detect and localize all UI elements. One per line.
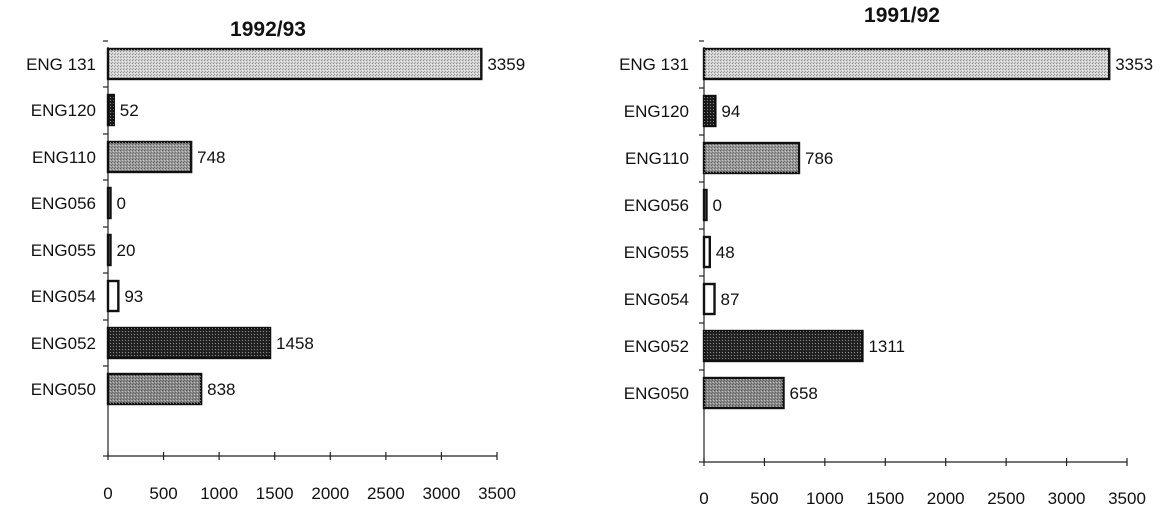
category-label: ENG 131 [619, 55, 689, 74]
data-label: 1458 [276, 334, 314, 353]
bar [702, 235, 712, 269]
data-label: 658 [790, 384, 818, 403]
data-label: 1311 [868, 337, 905, 356]
x-tick-label: 2000 [311, 484, 349, 503]
category-label: ENG120 [31, 101, 96, 120]
category-label: ENG056 [31, 194, 96, 213]
data-label: 0 [117, 194, 126, 213]
x-tick-label: 1000 [806, 489, 844, 508]
x-tick-label: 3000 [423, 484, 461, 503]
category-label: ENG054 [31, 287, 96, 306]
x-tick-label: 500 [750, 489, 778, 508]
category-label: ENG056 [624, 196, 689, 215]
data-label: 786 [805, 149, 833, 168]
data-label: 87 [721, 290, 740, 309]
x-tick-label: 1500 [866, 489, 904, 508]
category-label: ENG055 [31, 241, 96, 260]
data-label: 0 [713, 196, 722, 215]
x-tick-label: 0 [699, 489, 708, 508]
chart-title: 1991/92 [864, 4, 940, 27]
bar-texture [704, 49, 1110, 79]
category-label: ENG054 [624, 290, 689, 309]
bar-texture [704, 378, 784, 408]
bar-texture [704, 143, 799, 173]
category-label: ENG052 [624, 337, 689, 356]
bar-texture [108, 95, 114, 125]
x-tick-label: 2000 [927, 489, 965, 508]
data-label: 748 [197, 148, 225, 167]
bar-texture [108, 49, 482, 79]
chart-panel-1992-93: 1992/93 ENG 131 3359 ENG120 52 ENG110 748 ENG05… [26, 18, 525, 503]
category-label: ENG050 [624, 384, 689, 403]
bar [702, 282, 716, 316]
x-tick-label: 3000 [1048, 489, 1086, 508]
x-tick-label: 500 [149, 484, 177, 503]
data-label: 838 [207, 380, 235, 399]
x-tick-label: 3500 [1108, 489, 1146, 508]
data-label: 20 [117, 241, 136, 260]
category-label: ENG052 [31, 334, 96, 353]
x-tick-label: 1000 [200, 484, 238, 503]
x-tick-label: 2500 [367, 484, 405, 503]
chart-title: 1992/93 [230, 18, 306, 41]
bar-texture [108, 374, 202, 404]
bar-texture [108, 142, 192, 172]
bar-texture [704, 331, 863, 361]
x-tick-label: 1500 [256, 484, 294, 503]
bar-texture [704, 96, 716, 126]
x-tick-label: 2500 [987, 489, 1025, 508]
category-label: ENG120 [624, 102, 689, 121]
category-label: ENG110 [32, 148, 96, 167]
category-label: ENG 131 [26, 55, 96, 74]
category-label: ENG050 [31, 380, 96, 399]
bar [702, 188, 708, 222]
data-label: 94 [721, 102, 740, 121]
data-label: 52 [120, 101, 139, 120]
bar [106, 186, 112, 220]
bar [106, 233, 112, 267]
x-tick-label: 0 [103, 484, 112, 503]
chart-panel-1991-92: 1991/92 ENG 131 3353 ENG120 94 ENG110 786 ENG05… [619, 4, 1153, 508]
x-tick-label: 3500 [478, 484, 516, 503]
bar [106, 279, 120, 313]
data-label: 48 [716, 243, 735, 262]
data-label: 3359 [487, 55, 525, 74]
bar-texture [108, 328, 271, 358]
data-label: 93 [124, 287, 143, 306]
category-label: ENG110 [625, 149, 689, 168]
category-label: ENG055 [624, 243, 689, 262]
data-label: 3353 [1115, 55, 1153, 74]
